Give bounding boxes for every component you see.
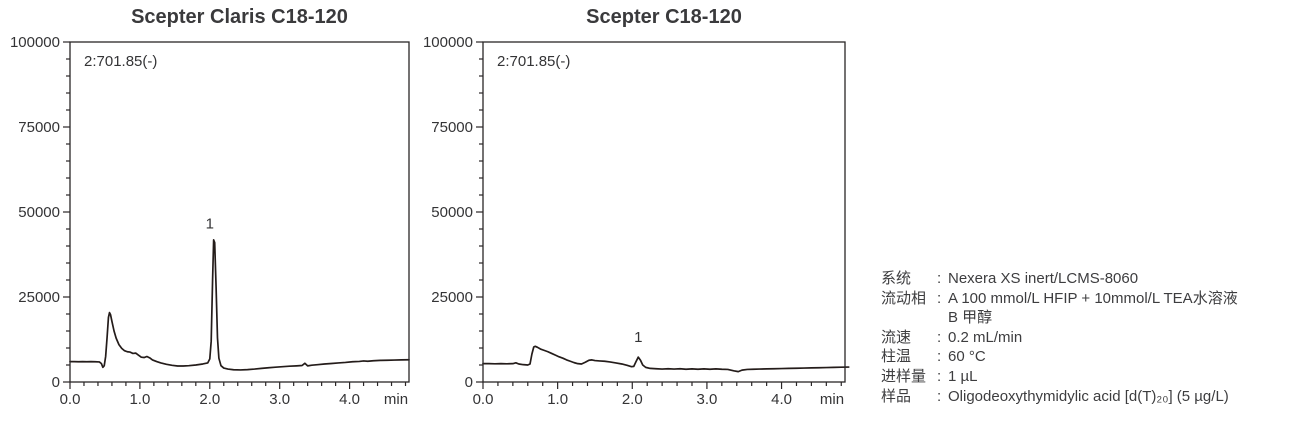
condition-label	[881, 308, 937, 328]
condition-row-system: 系统 : Nexera XS inert/LCMS-8060	[881, 269, 1238, 289]
mrm-annotation: 2:701.85(-)	[497, 53, 570, 70]
condition-row-mobile-phase-b: B 甲醇	[881, 308, 1238, 328]
x-tick-label: 2.0	[199, 391, 220, 408]
x-tick-label: 1.0	[547, 391, 568, 408]
condition-value: Nexera XS inert/LCMS-8060	[948, 270, 1139, 287]
x-tick-label: 3.0	[269, 391, 290, 408]
condition-row-injection-volume: 进样量 : 1 µL	[881, 367, 1238, 387]
x-tick-label: 3.0	[696, 391, 717, 408]
y-tick-label: 75000	[18, 119, 60, 136]
chromatogram-trace	[69, 239, 410, 371]
chromatogram-left: Scepter Claris C18-120 0 25000 50000 75000 1…	[0, 0, 430, 426]
condition-label: 流动相	[881, 289, 927, 307]
peak-label: 1	[206, 215, 214, 232]
y-tick-label: 50000	[18, 204, 60, 221]
y-tick-label: 50000	[431, 204, 473, 221]
condition-value: A 100 mmol/L HFIP + 10mmol/L TEA水溶液	[948, 289, 1238, 307]
y-tick-label: 25000	[431, 289, 473, 306]
mrm-annotation: 2:701.85(-)	[84, 53, 157, 70]
condition-colon: :	[937, 328, 942, 346]
condition-row-mobile-phase: 流动相 : A 100 mmol/L HFIP + 10mmol/L TEA水溶…	[881, 289, 1238, 309]
x-tick-label: 0.0	[60, 391, 81, 408]
chart-title-right: Scepter C18-120	[586, 6, 742, 28]
conditions-panel: 系统 : Nexera XS inert/LCMS-8060 流动相 : A 1…	[881, 269, 1238, 406]
axis-ticks	[63, 41, 407, 389]
condition-value: 1 µL	[948, 367, 978, 385]
chromatogram-plot-right: 0 25000 50000 75000 100000 0.0 1.0 2.0 3.0 4.0 min…	[423, 34, 850, 408]
chart-title-left: Scepter Claris C18-120	[131, 6, 348, 28]
y-tick-label: 100000	[423, 34, 473, 51]
plot-border	[482, 41, 846, 383]
condition-label: 柱温	[881, 348, 912, 366]
chromatogram-plot-left: 0 25000 50000 75000 100000 0.0 1.0 2.0 3.0 4.0 min…	[10, 34, 410, 408]
condition-row-sample: 样品 : Oligodeoxythymidylic acid [d(T)₂₀] …	[881, 387, 1238, 407]
axis-tick-labels: 0 25000 50000 75000 100000 0.0 1.0 2.0 3.0 4.0 min…	[423, 34, 844, 408]
x-tick-label: 4.0	[771, 391, 792, 408]
axis-tick-labels: 0 25000 50000 75000 100000 0.0 1.0 2.0 3.0 4.0 min…	[10, 34, 408, 408]
chromatogram-right: Scepter C18-120 0 25000 50000 75000 100000 0.…	[420, 0, 865, 426]
x-tick-label: 2.0	[622, 391, 643, 408]
y-tick-label: 25000	[18, 289, 60, 306]
condition-label: 流速	[881, 328, 912, 346]
y-tick-label: 0	[52, 374, 60, 391]
peak-label: 1	[634, 329, 642, 346]
condition-colon: :	[937, 289, 942, 307]
x-tick-label: 0.0	[473, 391, 494, 408]
condition-row-column-temp: 柱温 : 60 °C	[881, 347, 1238, 367]
condition-label: 系统	[881, 270, 912, 287]
condition-value: 60 °C	[948, 348, 986, 366]
plot-border	[69, 41, 410, 383]
chromatogram-trace	[482, 345, 850, 373]
condition-colon: :	[937, 387, 942, 405]
x-tick-label: 1.0	[129, 391, 150, 408]
axis-ticks	[476, 41, 842, 389]
x-axis-unit-label: min	[820, 391, 844, 408]
y-tick-label: 75000	[431, 119, 473, 136]
condition-value: 0.2 mL/min	[948, 328, 1023, 346]
condition-label: 样品	[881, 387, 912, 405]
condition-value: B 甲醇	[948, 309, 993, 327]
condition-colon: :	[937, 270, 942, 287]
x-tick-label: 4.0	[339, 391, 360, 408]
y-tick-label: 0	[465, 374, 473, 391]
x-axis-unit-label: min	[384, 391, 408, 408]
condition-value: Oligodeoxythymidylic acid [d(T)₂₀] (5 µg…	[948, 387, 1229, 405]
condition-label: 进样量	[881, 367, 927, 385]
condition-row-flow-rate: 流速 : 0.2 mL/min	[881, 328, 1238, 348]
condition-colon	[937, 308, 948, 328]
y-tick-label: 100000	[10, 34, 60, 51]
condition-colon: :	[937, 367, 942, 385]
condition-colon: :	[937, 348, 942, 366]
